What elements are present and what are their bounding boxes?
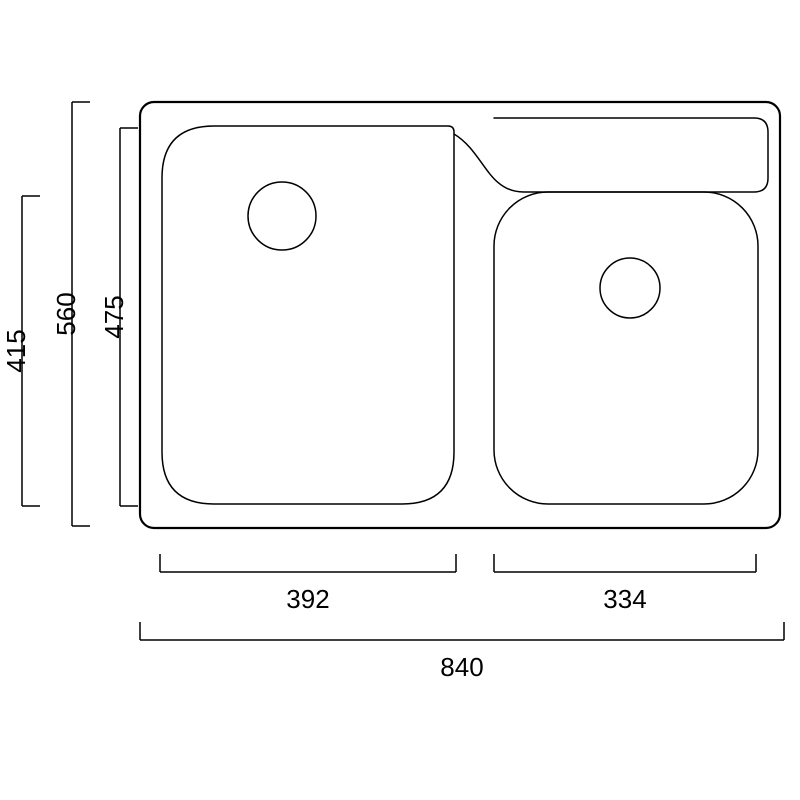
dim-415-label: 415 — [1, 329, 31, 372]
left-drain — [248, 182, 316, 250]
dim-415: 415 — [1, 196, 40, 506]
left-bowl — [162, 126, 454, 504]
dim-392: 392 — [160, 554, 456, 614]
dim-334: 334 — [494, 554, 756, 614]
dim-840: 840 — [140, 622, 784, 682]
dim-560: 560 — [51, 102, 90, 526]
dim-840-label: 840 — [440, 652, 483, 682]
sink-outer — [140, 102, 780, 528]
dim-392-label: 392 — [286, 584, 329, 614]
dim-475: 475 — [99, 128, 138, 506]
dim-334-label: 334 — [603, 584, 646, 614]
dim-560-label: 560 — [51, 292, 81, 335]
tap-ledge — [454, 118, 768, 192]
right-drain — [600, 258, 660, 318]
dim-475-label: 475 — [99, 295, 129, 338]
right-bowl — [494, 192, 758, 504]
